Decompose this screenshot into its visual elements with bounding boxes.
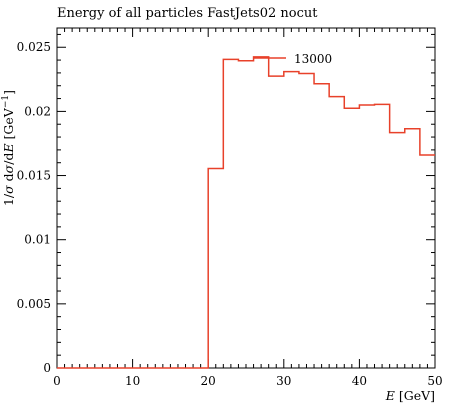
histogram-bin: [375, 103, 390, 105]
histogram-bin: [329, 96, 344, 98]
legend-label-13000: 13000: [294, 52, 332, 66]
histogram-bin: [390, 132, 405, 134]
histogram-bin: [269, 75, 284, 77]
histogram-bin: [163, 367, 178, 369]
histogram-bin: [133, 367, 148, 369]
y-tick-label: 0.005: [17, 297, 51, 311]
histogram-bin: [344, 107, 359, 109]
y-tick-label: 0.02: [24, 104, 51, 118]
histogram-bin: [178, 367, 193, 369]
y-tick-label: 0.015: [17, 169, 51, 183]
histogram-bin: [284, 71, 299, 73]
y-tick-label: 0.025: [17, 40, 51, 54]
histogram-bin: [299, 73, 314, 75]
x-tick-label: 40: [352, 374, 367, 388]
histogram-bin: [148, 367, 163, 369]
x-tick-label: 50: [427, 374, 442, 388]
histogram-bin: [57, 367, 72, 369]
y-tick-label: 0: [43, 361, 51, 375]
histogram-bin: [314, 83, 329, 85]
x-axis-label: E [GeV]: [385, 388, 435, 403]
histogram-bin: [420, 154, 435, 156]
x-tick-label: 20: [201, 374, 216, 388]
x-axis: 0 10 20 30 40 50: [53, 28, 443, 388]
legend: 13000: [254, 52, 332, 66]
histogram-bin: [223, 58, 238, 60]
histogram-bin: [238, 60, 253, 62]
y-axis-label: 1/σ dσ/dE [GeV−1]: [1, 90, 16, 206]
histogram-bin: [87, 367, 102, 369]
histogram-bin: [102, 367, 117, 369]
x-tick-label: 10: [125, 374, 140, 388]
histogram-bin: [405, 128, 420, 130]
plot-frame: [56, 27, 436, 369]
x-tick-label: 0: [53, 374, 61, 388]
histogram-bin: [208, 167, 223, 169]
histogram-bin: [117, 367, 132, 369]
chart-title: Energy of all particles FastJets02 nocut: [57, 6, 318, 21]
histogram-bin: [72, 367, 87, 369]
y-axis: 0 0.005 0.01 0.015 0.02 0.025: [17, 33, 435, 375]
series-layer: [57, 56, 435, 369]
histogram-bin: [359, 104, 374, 106]
x-tick-label: 30: [276, 374, 291, 388]
series-line-13000: [57, 56, 435, 369]
histogram-bin: [193, 367, 208, 369]
y-tick-label: 0.01: [24, 233, 51, 247]
